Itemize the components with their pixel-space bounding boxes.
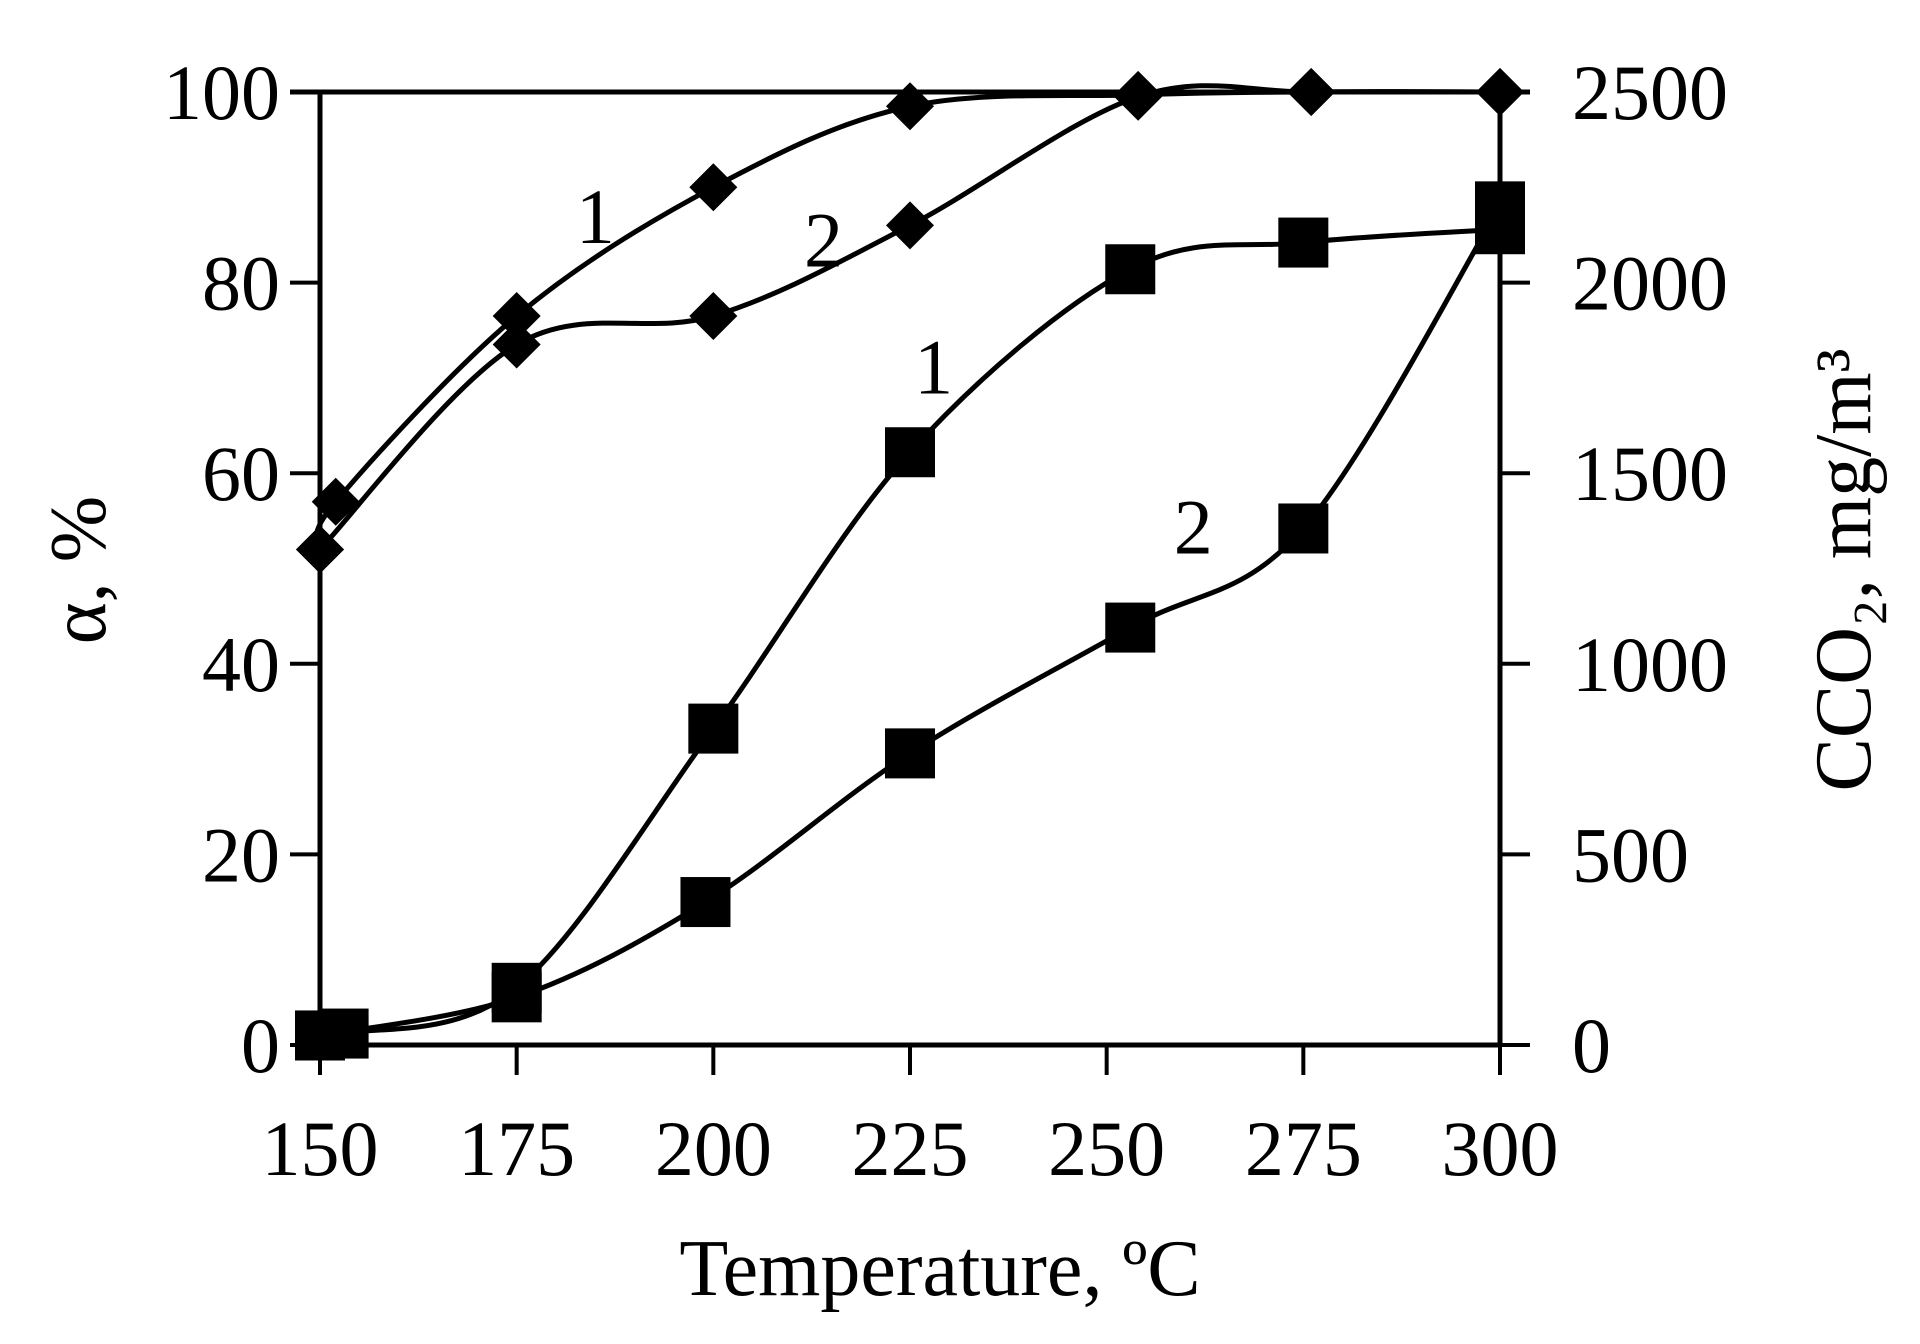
left-y-tick-label: 100 [163,49,280,136]
left-y-axis-title: α, % [35,496,123,645]
left-y-tick-label: 60 [202,430,280,517]
series-3-square-marker [885,427,935,478]
series-4-square-marker [885,728,935,779]
x-tick-label: 150 [262,1105,379,1192]
series-4-square-marker [491,972,542,1023]
right-y-tick-label: 2000 [1572,240,1728,327]
series-2-diamond-marker [492,320,541,369]
series-4-square-marker [1475,181,1525,232]
x-tick-label: 300 [1442,1105,1559,1192]
series-4-square-marker [1278,503,1329,554]
series-3-curve-label: 1 [914,323,953,410]
right-y-tick-label: 1000 [1572,621,1728,708]
left-y-tick-label: 80 [202,240,280,327]
x-tick-label: 175 [458,1105,575,1192]
x-tick-label: 225 [852,1105,969,1192]
series-1-diamond-marker [886,82,934,131]
series-1-curve-diamonds-1 [314,89,1501,551]
series-1-diamond-marker [689,163,738,212]
series-1-curve-label: 1 [576,173,615,260]
series-2-diamond-marker [1287,68,1336,116]
series-4-square-marker [295,1010,345,1061]
right-y-tick-label: 0 [1572,1002,1611,1089]
series-1-diamond-marker [311,477,360,526]
series-4-square-marker [680,877,731,928]
series-2-diamond-marker [886,201,934,250]
x-tick-label: 250 [1048,1105,1165,1192]
series-3-curve-squares-1 [318,226,1501,1041]
markers [295,68,1525,1061]
labels: 1 212 [576,173,1213,571]
series-2-curve-label: 2 [804,197,843,284]
left-y-tick-label: 40 [202,621,280,708]
x-axis-title: Temperature, ºC [679,1225,1200,1313]
right-y-tick-label: 2500 [1572,49,1728,136]
series-4-curve-label: 2 [1174,484,1213,571]
series-2-diamond-marker [689,291,738,340]
series-2-diamond-marker [296,525,344,574]
series-3-square-marker [1278,217,1329,268]
right-y-tick-label: 1500 [1572,430,1728,517]
series-2-diamond-marker [1476,68,1524,116]
series-2-diamond-marker [1114,72,1163,121]
series-3-square-marker [1105,244,1156,295]
series-3-square-marker [688,703,739,754]
x-tick-label: 275 [1245,1105,1362,1192]
left-y-tick-label: 20 [202,811,280,898]
x-tick-label: 200 [655,1105,772,1192]
series-1-diamond-marker [492,291,541,340]
series-4-square-marker [1105,602,1156,653]
right-y-tick-label: 500 [1572,811,1689,898]
right-y-axis-title: CCO₂, mg/m³ [1800,348,1888,791]
left-y-tick-label: 0 [241,1002,280,1089]
